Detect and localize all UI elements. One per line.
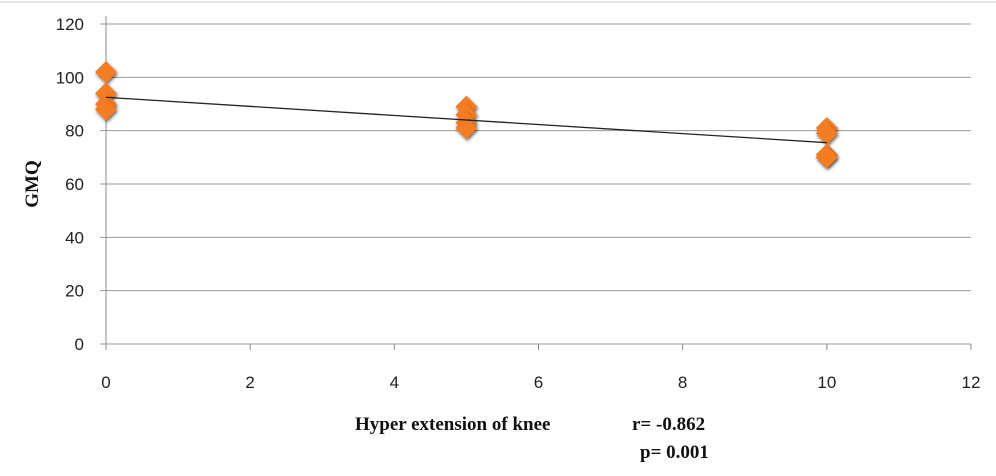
data-point bbox=[95, 61, 117, 83]
x-tick-label: 4 bbox=[390, 373, 399, 392]
y-tick-label: 40 bbox=[65, 228, 84, 247]
annotation-p: p= 0.001 bbox=[640, 442, 709, 463]
x-tick-label: 2 bbox=[245, 373, 254, 392]
x-tick-label: 10 bbox=[817, 373, 836, 392]
y-tick-label: 100 bbox=[56, 68, 84, 87]
x-tick-label: 8 bbox=[678, 373, 687, 392]
x-tick-label: 12 bbox=[962, 373, 981, 392]
data-point bbox=[95, 98, 117, 121]
y-tick-label: 20 bbox=[65, 282, 84, 301]
y-tick-label: 60 bbox=[65, 175, 84, 194]
y-tick-label: 80 bbox=[65, 122, 84, 141]
x-axis-label: Hyper extension of knee bbox=[355, 414, 550, 435]
annotation-r: r= -0.862 bbox=[632, 414, 705, 435]
x-tick-label: 0 bbox=[101, 373, 110, 392]
x-tick-label: 6 bbox=[534, 373, 543, 392]
y-tick-label: 0 bbox=[75, 335, 84, 354]
y-axis-label: GMQ bbox=[22, 160, 43, 208]
data-point bbox=[815, 146, 838, 169]
trendline bbox=[105, 96, 827, 144]
data-point bbox=[455, 117, 478, 139]
y-tick-label: 120 bbox=[56, 15, 84, 34]
data-point bbox=[815, 122, 838, 145]
